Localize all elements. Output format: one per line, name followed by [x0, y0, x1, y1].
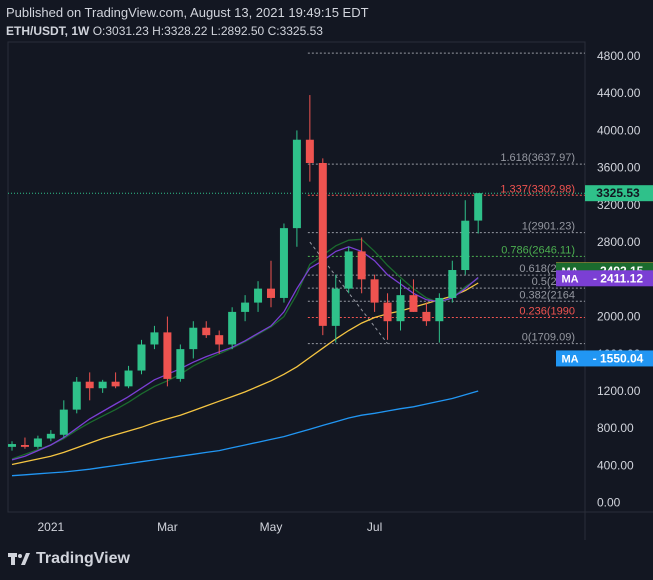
- fib-level-label: 0.236(1990: [519, 305, 575, 317]
- candle-body: [409, 295, 418, 312]
- fib-level-label: 0.786(2646.11): [501, 244, 575, 256]
- moving-average-line-ma_green: [11, 238, 479, 460]
- candle-body: [72, 381, 81, 410]
- y-tick-label: 800.00: [597, 421, 634, 435]
- candle-body: [267, 288, 275, 298]
- candle-body: [111, 381, 120, 387]
- price-tag-bg: [585, 350, 653, 367]
- chart-header: Published on TradingView.com, August 13,…: [6, 4, 369, 40]
- footer: TradingView: [8, 550, 130, 568]
- candle-body: [163, 332, 172, 379]
- candle-body: [474, 193, 483, 221]
- high-value: 3328.22: [164, 24, 208, 38]
- candle-body: [396, 295, 405, 322]
- y-tick-label: 2000.00: [597, 310, 641, 324]
- candle-body: [150, 332, 159, 345]
- price-tag-bg: [585, 270, 653, 287]
- candle-body: [435, 297, 444, 322]
- ma-tag-prefix-bg: [556, 270, 585, 287]
- candle-body: [176, 349, 185, 379]
- candle-body: [292, 139, 301, 229]
- price-tag-bg: [585, 185, 653, 202]
- fib-level-label: 0.382(2164: [519, 289, 575, 301]
- y-tick-label: 2800.00: [597, 235, 641, 249]
- candle-body: [448, 270, 457, 298]
- ohlc-row: ETH/USDT, 1W O:3031.23 H:3328.22 L:2892.…: [6, 22, 369, 40]
- y-tick-label: 4800.00: [597, 49, 641, 63]
- candle-body: [357, 251, 366, 280]
- candle-body: [8, 444, 16, 447]
- x-tick-label: Mar: [157, 520, 178, 534]
- candle-body: [383, 302, 392, 322]
- candle-body: [305, 139, 314, 163]
- candle-body: [124, 370, 133, 387]
- candle-body: [98, 381, 107, 389]
- moving-average-line-ma_purple: [11, 246, 479, 461]
- candle-body: [189, 327, 198, 350]
- x-tick-label: Jul: [367, 520, 382, 534]
- candle-body: [461, 220, 470, 271]
- low-value: 2892.50: [220, 24, 265, 38]
- y-tick-label: 400.00: [597, 458, 634, 472]
- price-tag-label: 3325.53: [596, 186, 640, 200]
- candle-body: [370, 279, 379, 303]
- candle-body: [254, 288, 263, 303]
- candle-body: [33, 438, 42, 447]
- candle-body: [318, 162, 327, 326]
- candle-body: [422, 311, 431, 322]
- candle-body: [279, 228, 288, 298]
- open-label: O:: [92, 24, 106, 38]
- fib-level-label: 0(1709.09): [522, 332, 575, 344]
- tradingview-brand[interactable]: TradingView: [36, 550, 130, 567]
- candle-body: [59, 409, 68, 435]
- candle-body: [46, 433, 55, 439]
- candle-body: [202, 327, 211, 336]
- ma-tag-prefix: MA: [561, 353, 578, 365]
- candle-body: [331, 288, 340, 326]
- y-tick-label: 1200.00: [597, 384, 641, 398]
- symbol-label: ETH/USDT, 1W: [6, 24, 90, 38]
- candle-body: [85, 381, 94, 389]
- ma-tag-prefix-bg: [556, 350, 585, 367]
- low-label: L:: [210, 24, 221, 38]
- x-tick-label: 2021: [37, 520, 64, 534]
- y-tick-label: 3600.00: [597, 161, 641, 175]
- fib-level-label: 1.337(3302.98): [500, 183, 575, 195]
- x-tick-label: May: [260, 520, 283, 534]
- moving-average-line-ma_blue: [11, 390, 479, 477]
- price-tag-label: - 2411.12: [593, 271, 643, 285]
- price-tag-label: - 1550.04: [593, 351, 644, 365]
- candle-body: [20, 444, 29, 447]
- published-label: Published on TradingView.com, August 13,…: [6, 5, 369, 20]
- close-label: C:: [267, 24, 280, 38]
- fib-level-label: 1.618(3637.97): [500, 152, 575, 164]
- y-tick-label: 0.00: [597, 496, 621, 510]
- candle-body: [344, 251, 353, 289]
- y-tick-label: 4400.00: [597, 86, 641, 100]
- y-tick-label: 3200.00: [597, 198, 641, 212]
- close-value: 3325.53: [279, 24, 323, 38]
- open-value: 3031.23: [105, 24, 149, 38]
- ma-tag-prefix: MA: [561, 273, 578, 285]
- tradingview-logo-icon: [8, 553, 30, 565]
- candle-body: [137, 344, 146, 371]
- high-label: H:: [152, 24, 165, 38]
- fib-level-label: 1(2901.23): [522, 221, 575, 233]
- candle-body: [241, 302, 250, 312]
- candle-body: [215, 335, 224, 345]
- y-tick-label: 4000.00: [597, 123, 641, 137]
- candle-body: [228, 311, 237, 345]
